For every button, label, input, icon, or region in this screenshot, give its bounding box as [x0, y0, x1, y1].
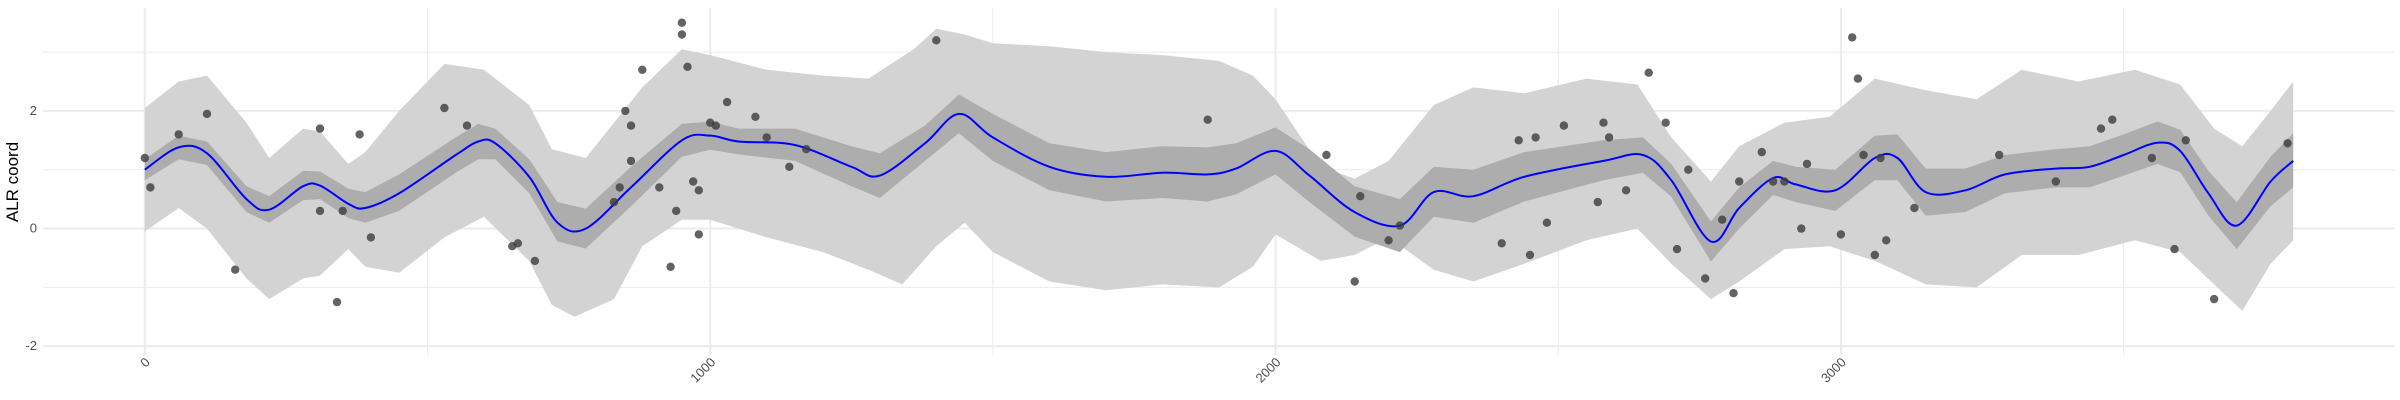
data-point: [1910, 203, 1919, 213]
mean-line-path: [144, 112, 2294, 243]
inner-confidence-band: [144, 94, 2294, 262]
data-point: [626, 156, 636, 166]
data-point: [355, 130, 364, 139]
x-axis-tick-labels: 0 1000 2000 3000: [137, 355, 1849, 386]
data-point: [440, 103, 449, 113]
data-point: [1859, 150, 1868, 160]
data-point: [1542, 218, 1552, 227]
data-point: [1729, 289, 1738, 298]
data-point: [1661, 118, 1670, 127]
data-point: [146, 183, 155, 192]
data-point: [202, 109, 212, 119]
data-point: [366, 233, 376, 242]
data-point: [2283, 139, 2292, 148]
mean-line: [144, 112, 2294, 243]
data-point: [1514, 136, 1523, 145]
inner-band-area: [144, 94, 2294, 262]
data-point: [1203, 115, 1212, 124]
data-point: [462, 121, 472, 130]
data-point: [1525, 250, 1535, 260]
data-point: [530, 256, 540, 266]
data-point: [1593, 197, 1603, 207]
data-point: [1802, 159, 1812, 169]
data-point: [1621, 186, 1631, 195]
data-point: [1995, 150, 2004, 160]
data-point: [1559, 121, 1569, 130]
data-point: [802, 145, 811, 154]
data-point: [1350, 277, 1359, 286]
data-point: [2181, 136, 2190, 145]
data-point: [1599, 118, 1608, 127]
data-point: [315, 124, 325, 133]
y-tick-label: -2: [25, 338, 37, 353]
data-point: [672, 206, 681, 216]
data-point: [722, 97, 732, 107]
data-point: [2147, 153, 2157, 163]
data-point: [332, 297, 342, 307]
data-point: [1322, 150, 1331, 160]
data-point: [677, 18, 687, 27]
data-point: [174, 130, 183, 139]
x-tick-label: 2000: [1253, 355, 1284, 386]
data-point: [751, 112, 760, 122]
x-tick-label: 1000: [687, 355, 718, 386]
y-axis-title: ALR coord: [3, 142, 22, 222]
x-tick-label: 3000: [1818, 355, 1849, 386]
data-point: [513, 239, 523, 248]
data-point: [2051, 177, 2060, 186]
data-point: [2108, 115, 2117, 124]
data-point: [1497, 239, 1506, 248]
data-point: [1870, 250, 1880, 260]
data-point: [1395, 221, 1405, 230]
data-point: [1701, 274, 1710, 283]
data-point: [1836, 230, 1846, 239]
data-point: [1853, 74, 1863, 83]
data-point: [666, 262, 675, 271]
data-point: [683, 62, 692, 71]
data-point: [638, 65, 647, 75]
y-tick-label: 2: [30, 103, 37, 118]
data-point: [1684, 165, 1693, 174]
data-point: [1672, 244, 1682, 254]
observation-points: [140, 18, 2292, 307]
data-point: [609, 197, 619, 207]
data-point: [762, 133, 771, 142]
data-point: [1531, 133, 1540, 142]
y-tick-label: 0: [30, 221, 37, 236]
data-point: [1780, 177, 1789, 186]
data-point: [2209, 294, 2219, 304]
x-tick-label: 0: [137, 355, 153, 371]
data-point: [1882, 236, 1891, 245]
data-point: [694, 230, 703, 239]
data-point: [1735, 177, 1744, 186]
data-point: [694, 186, 703, 195]
data-point: [621, 106, 630, 116]
data-point: [140, 153, 149, 163]
data-point: [1644, 68, 1653, 77]
data-point: [689, 177, 698, 186]
data-point: [932, 36, 941, 45]
data-point: [1356, 192, 1365, 201]
data-point: [1797, 224, 1806, 233]
data-point: [1768, 177, 1778, 186]
y-axis-tick-labels: -2 0 2: [25, 103, 37, 353]
data-point: [677, 30, 687, 39]
data-point: [1876, 153, 1885, 163]
data-point: [785, 162, 794, 171]
data-point: [626, 121, 636, 130]
data-point: [1384, 236, 1393, 245]
data-point: [615, 183, 624, 192]
data-point: [315, 206, 325, 216]
data-point: [231, 265, 240, 274]
data-point: [1848, 33, 1857, 42]
data-point: [1718, 215, 1727, 224]
data-point: [655, 183, 664, 192]
data-point: [2096, 124, 2106, 133]
data-point: [2170, 244, 2179, 254]
data-point: [711, 121, 720, 130]
data-point: [338, 206, 347, 216]
data-point: [1604, 133, 1614, 142]
data-point: [1757, 147, 1767, 157]
